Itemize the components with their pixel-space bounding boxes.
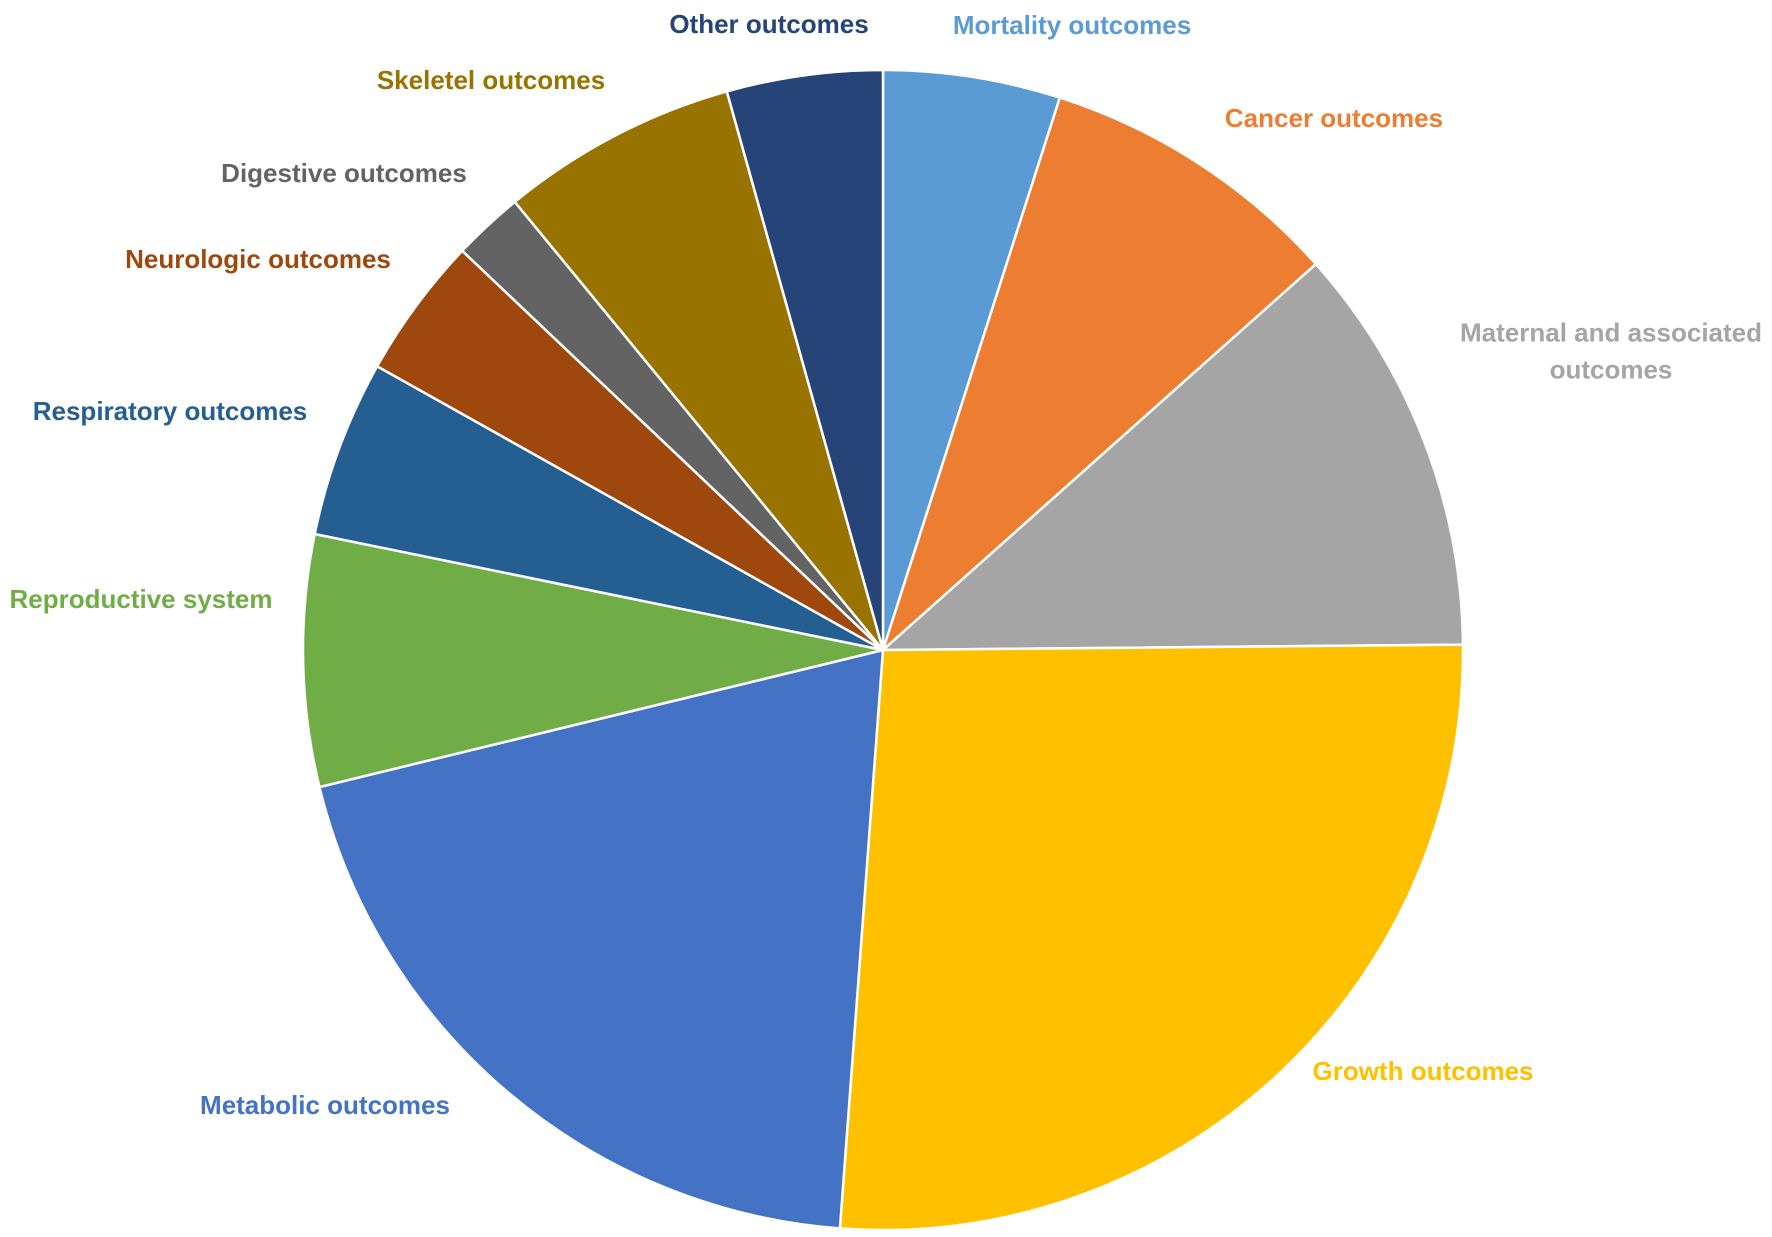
pie-labels: Mortality outcomes Cancer outcomes Materna…	[10, 9, 1762, 1120]
pie-slices	[301, 68, 1465, 1232]
pie-slice-other-outcomes	[725, 68, 885, 651]
data-label-digestive-outcomes: Digestive outcomes	[221, 158, 467, 188]
pie-slice-respiratory-outcomes	[313, 364, 884, 652]
data-label-line: Maternal and associated	[1460, 317, 1762, 347]
data-label-cancer-outcomes: Cancer outcomes	[1225, 103, 1443, 133]
data-label-line: Other outcomes	[669, 9, 868, 39]
data-label-line: Digestive outcomes	[221, 158, 467, 188]
pie-slice-mortality-outcomes	[881, 68, 1062, 651]
pie-slice-maternal-and-associated-outcomes	[879, 262, 1465, 652]
data-label-line: Respiratory outcomes	[33, 396, 308, 426]
pie-slice-metabolic-outcomes	[317, 648, 885, 1230]
data-label-line: Neurologic outcomes	[125, 244, 391, 274]
pie-slice-cancer-outcomes	[880, 96, 1318, 654]
data-label-other-outcomes: Other outcomes	[669, 9, 868, 39]
data-label-line: Mortality outcomes	[953, 10, 1191, 40]
data-label-line: Reproductive system	[10, 584, 273, 614]
data-label-line: Metabolic outcomes	[200, 1090, 450, 1120]
data-label-mortality-outcomes: Mortality outcomes	[953, 10, 1191, 40]
data-label-line: outcomes	[1550, 354, 1673, 384]
data-label-neurologic-outcomes: Neurologic outcomes	[125, 244, 391, 274]
pie-slice-reproductive-system	[301, 532, 884, 789]
data-label-maternal-and-associated-outcomes: Maternal and associated outcomes	[1460, 317, 1762, 384]
pie-slice-growth-outcomes	[838, 643, 1465, 1232]
data-label-metabolic-outcomes: Metabolic outcomes	[200, 1090, 450, 1120]
data-label-growth-outcomes: Growth outcomes	[1312, 1056, 1533, 1086]
data-label-reproductive-system: Reproductive system	[10, 584, 273, 614]
data-label-line: Skeletel outcomes	[377, 65, 605, 95]
data-label-line: Cancer outcomes	[1225, 103, 1443, 133]
data-label-respiratory-outcomes: Respiratory outcomes	[33, 396, 308, 426]
data-label-line: Growth outcomes	[1312, 1056, 1533, 1086]
pie-slice-skeletel-outcomes	[513, 89, 885, 651]
data-label-skeletel-outcomes: Skeletel outcomes	[377, 65, 605, 95]
